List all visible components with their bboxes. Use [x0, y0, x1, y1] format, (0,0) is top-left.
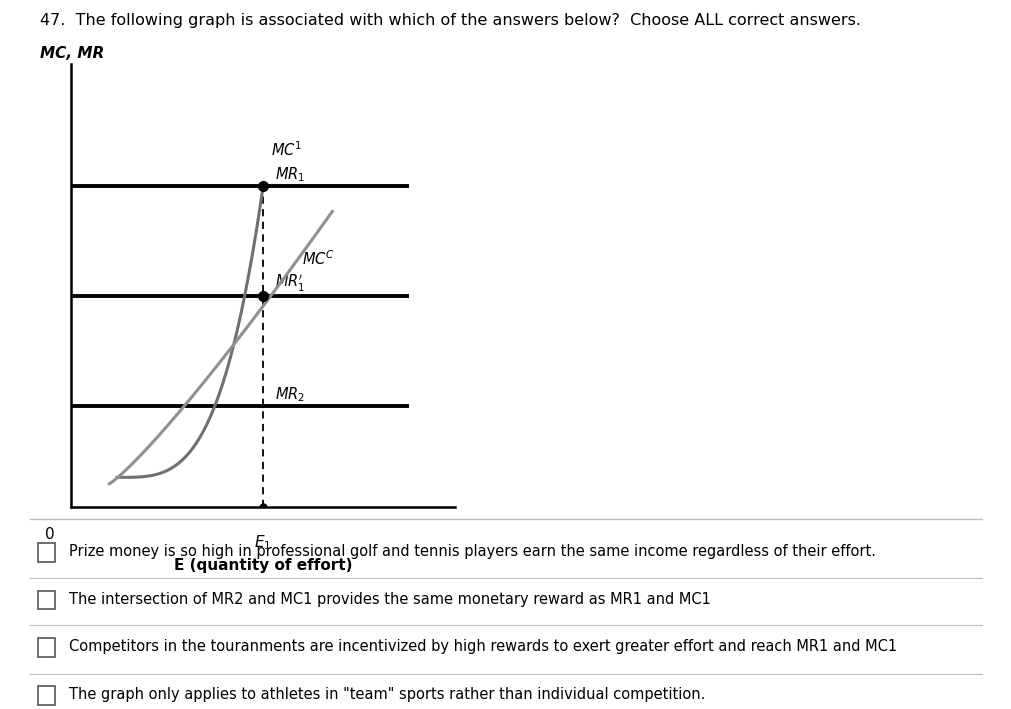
Text: 47.  The following graph is associated with which of the answers below?  Choose : 47. The following graph is associated wi… [40, 13, 860, 28]
Text: Prize money is so high in professional golf and tennis players earn the same inc: Prize money is so high in professional g… [69, 544, 875, 559]
Text: The intersection of MR2 and MC1 provides the same monetary reward as MR1 and MC1: The intersection of MR2 and MC1 provides… [69, 591, 710, 607]
Text: $E_1$: $E_1$ [254, 534, 272, 552]
Text: $MC^C$: $MC^C$ [301, 250, 335, 269]
Text: E (quantity of effort): E (quantity of effort) [174, 558, 352, 573]
Text: Competitors in the touranments are incentivized by high rewards to exert greater: Competitors in the touranments are incen… [69, 639, 896, 654]
Text: $MR_1'$: $MR_1'$ [274, 273, 304, 294]
Text: $MR_1$: $MR_1$ [274, 165, 304, 184]
Text: 0: 0 [44, 527, 55, 542]
Text: The graph only applies to athletes in "team" sports rather than individual compe: The graph only applies to athletes in "t… [69, 687, 705, 703]
Text: $MR_2$: $MR_2$ [274, 385, 304, 403]
Text: $MC^1$: $MC^1$ [271, 140, 302, 159]
Text: MC, MR: MC, MR [40, 46, 104, 61]
